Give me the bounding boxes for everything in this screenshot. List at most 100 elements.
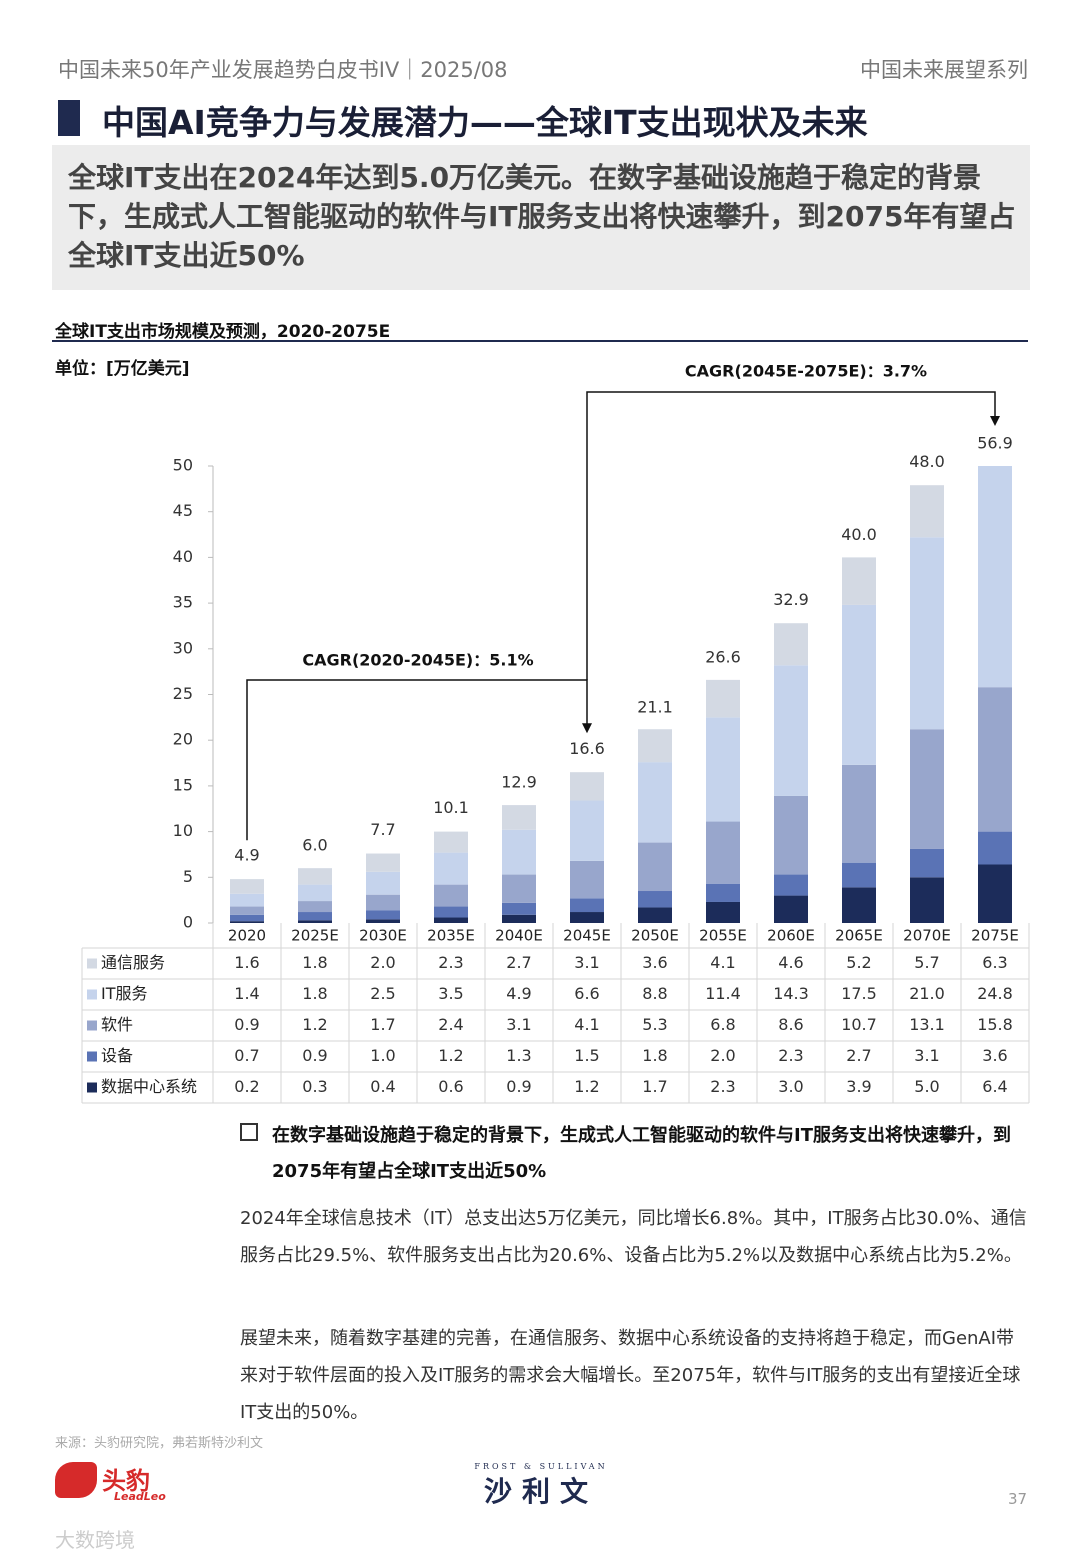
table-value: 5.7 [914,953,939,972]
bar-segment [842,764,876,863]
y-tick-label: 10 [173,821,193,840]
table-value: 0.7 [234,1046,259,1065]
total-label: 10.1 [433,798,469,817]
bar-segment [706,679,740,718]
cagr-connector [586,391,996,680]
total-label: 48.0 [909,452,945,471]
total-label: 56.9 [977,434,1013,453]
bar-segment [366,871,400,895]
frost-logo-en: FROST & SULLIVAN [474,1462,608,1471]
table-value: 4.1 [710,953,735,972]
bar-segment [570,860,604,899]
legend-swatch [87,989,97,1000]
bar-segment [978,831,1012,865]
x-tick-label: 2050E [631,927,679,945]
bar-segment [434,906,468,918]
table-value: 8.6 [778,1015,803,1034]
bar-segment [366,894,400,911]
table-value: 2.3 [710,1077,735,1096]
bar-segment [502,914,536,923]
table-value: 11.4 [705,984,741,1003]
bar-segment [774,874,808,896]
y-tick-label: 40 [173,547,193,566]
bar-segment [434,884,468,907]
table-value: 3.5 [438,984,463,1003]
bar-segment [842,862,876,888]
table-value: 1.6 [234,953,259,972]
table-value: 1.8 [302,953,327,972]
table-value: 3.1 [574,953,599,972]
bar-segment [502,874,536,903]
bar-segment [570,912,604,923]
y-tick-label: 30 [173,638,193,657]
table-value: 3.6 [982,1046,1007,1065]
table-value: 0.9 [234,1015,259,1034]
table-value: 24.8 [977,984,1013,1003]
bar-segment [910,537,944,730]
table-value: 1.8 [642,1046,667,1065]
legend-swatch [87,958,97,969]
bar-segment [366,853,400,872]
watermark: 大数跨境 [55,1528,135,1552]
table-value: 3.9 [846,1077,871,1096]
bar-segment [706,717,740,822]
bar-segment [502,805,536,830]
bar-segment [366,910,400,920]
table-value: 6.3 [982,953,1007,972]
table-value: 6.8 [710,1015,735,1034]
y-tick-label: 35 [173,593,193,612]
bar-segment [842,887,876,923]
bar-segment [774,665,808,796]
bar-segment [366,919,400,923]
header-left: 中国未来50年产业发展趋势白皮书IV｜2025/08 [58,58,508,82]
arrow-head [990,416,1000,426]
y-tick-label: 25 [173,684,193,703]
bar-segment [910,877,944,923]
table-value: 1.3 [506,1046,531,1065]
bar-segment [434,831,468,853]
chart-title-rule [52,340,1028,342]
table-value: 3.1 [914,1046,939,1065]
legend-label: 通信服务 [101,953,165,972]
table-value: 1.2 [302,1015,327,1034]
legend-label: IT服务 [101,984,148,1003]
table-value: 1.2 [574,1077,599,1096]
total-label: 6.0 [302,836,327,855]
bars [230,466,1012,923]
table-value: 5.3 [642,1015,667,1034]
table-value: 17.5 [841,984,877,1003]
chart-unit: 单位：[万亿美元] [55,359,190,379]
bar-segment [230,879,264,894]
x-tick-label: 2025E [291,927,339,945]
table-value: 15.8 [977,1015,1013,1034]
bar-segment [638,891,672,908]
x-tick-label: 2060E [767,927,815,945]
bar-segment [638,729,672,763]
bar-segment [298,868,332,885]
leadleo-icon [55,1462,97,1498]
table-value: 2.3 [438,953,463,972]
x-tick-label: 2030E [359,927,407,945]
legend-swatch [87,1020,97,1031]
summary-box [52,145,1030,290]
bar-segment [298,920,332,923]
x-tick-label: 2035E [427,927,475,945]
table-value: 1.4 [234,984,259,1003]
table-value: 3.0 [778,1077,803,1096]
page-title: 中国AI竞争力与发展潜力——全球IT支出现状及未来 [102,103,868,142]
y-tick-label: 45 [173,501,193,520]
table-value: 0.9 [302,1046,327,1065]
table-value: 21.0 [909,984,945,1003]
y-tick-label: 0 [183,913,193,932]
table-value: 13.1 [909,1015,945,1034]
bar-segment [570,800,604,861]
table-value: 3.6 [642,953,667,972]
title-marker [58,100,80,136]
table-value: 0.6 [438,1077,463,1096]
bar-segment [842,604,876,765]
bar-segment [230,893,264,907]
table-value: 0.4 [370,1077,395,1096]
bar-segment [298,884,332,902]
